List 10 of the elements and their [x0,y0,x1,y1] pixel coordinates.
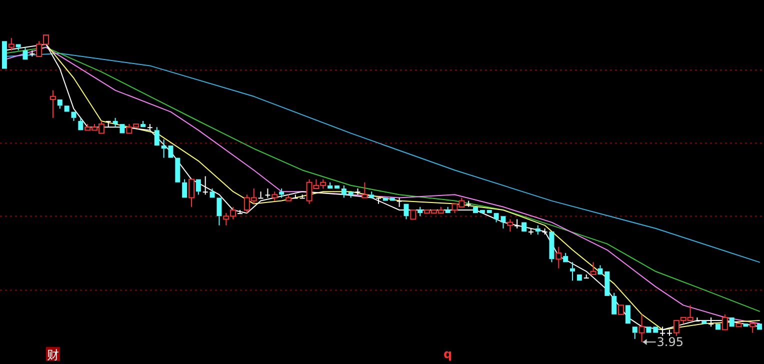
candlestick [341,184,346,198]
text: 财 [46,348,59,362]
annotation: 3.95 [656,335,684,349]
candlestick [112,117,118,128]
candlestick [570,262,575,282]
candlestick [418,206,423,217]
candlestick [638,314,645,342]
text: q [444,347,452,361]
candlestick [535,224,540,236]
candlestick [279,188,284,198]
